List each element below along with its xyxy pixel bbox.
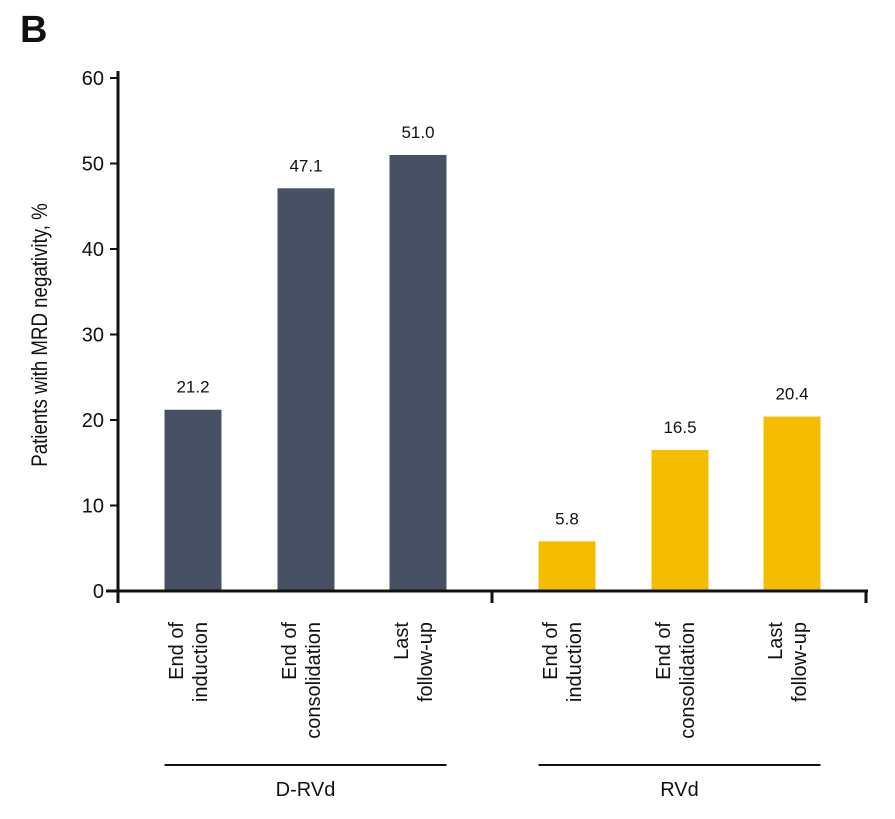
x-tick-label: End of xyxy=(279,622,301,680)
y-tick-label: 50 xyxy=(82,154,104,176)
data-label: 47.1 xyxy=(289,156,322,175)
data-label: 20.4 xyxy=(775,385,808,404)
x-tick-label: Last xyxy=(765,622,787,660)
y-tick-label: 60 xyxy=(82,68,104,90)
bar xyxy=(277,188,335,590)
x-tick-label: induction xyxy=(190,622,212,702)
data-label: 16.5 xyxy=(663,418,696,437)
x-tick-label: Last xyxy=(391,622,413,660)
x-tick-label: follow-up xyxy=(789,622,811,702)
y-tick-label: 40 xyxy=(82,239,104,261)
y-tick-label: 10 xyxy=(82,496,104,518)
data-label: 21.2 xyxy=(176,378,209,397)
y-tick-label: 20 xyxy=(82,410,104,432)
data-label: 51.0 xyxy=(401,123,434,142)
x-tick-label: consolidation xyxy=(303,622,325,739)
group-label: D-RVd xyxy=(276,779,336,801)
group-label: RVd xyxy=(660,779,699,801)
bar xyxy=(164,409,222,590)
bar xyxy=(763,416,821,590)
y-tick-label: 0 xyxy=(93,581,104,603)
y-tick-label: 30 xyxy=(82,325,104,347)
x-tick-label: End of xyxy=(540,622,562,680)
x-tick-label: follow-up xyxy=(415,622,437,702)
x-tick-label: End of xyxy=(653,622,675,680)
bar xyxy=(389,154,447,590)
panel-label: B xyxy=(20,9,47,51)
data-label: 5.8 xyxy=(555,509,579,528)
bar xyxy=(651,449,709,590)
x-tick-label: induction xyxy=(564,622,586,702)
bar xyxy=(538,541,596,590)
y-axis-label: Patients with MRD negativity, % xyxy=(29,203,53,466)
x-tick-label: consolidation xyxy=(677,622,699,739)
x-tick-label: End of xyxy=(166,622,188,680)
